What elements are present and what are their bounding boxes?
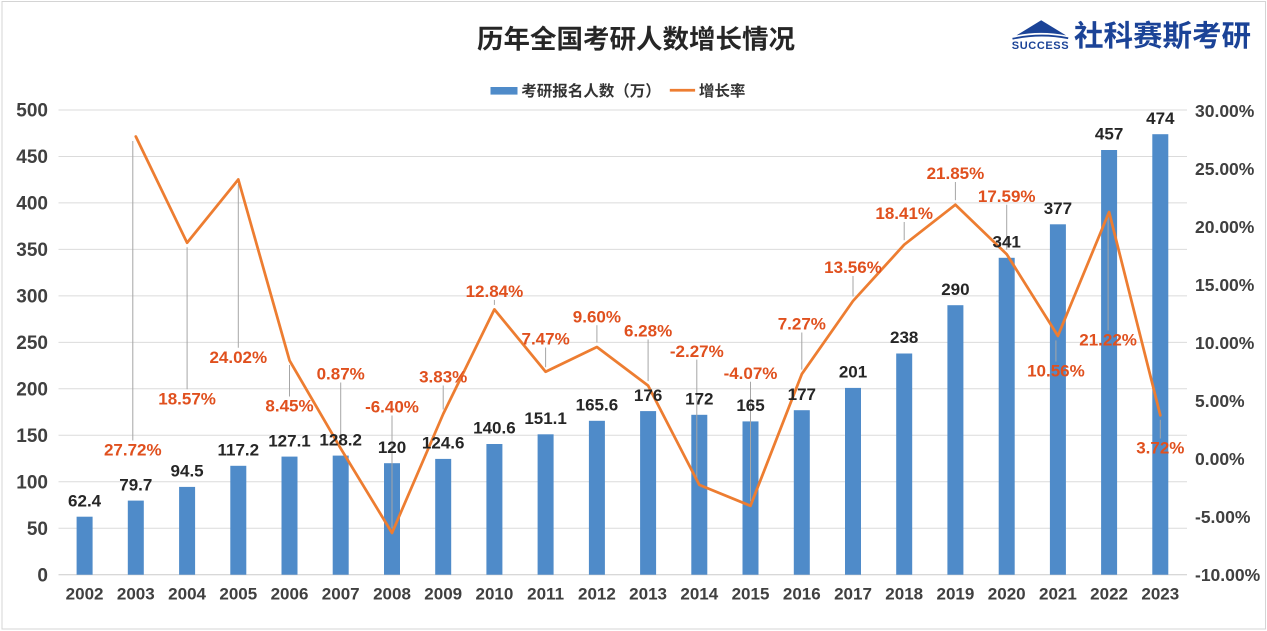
svg-text:150: 150 (16, 426, 48, 447)
svg-text:176: 176 (634, 386, 662, 405)
svg-text:2022: 2022 (1090, 585, 1128, 604)
svg-text:2019: 2019 (936, 585, 974, 604)
svg-text:128.2: 128.2 (319, 430, 362, 449)
svg-text:2017: 2017 (834, 585, 872, 604)
svg-text:2013: 2013 (629, 585, 667, 604)
svg-text:300: 300 (16, 287, 48, 308)
svg-text:177: 177 (788, 385, 816, 404)
svg-text:2014: 2014 (680, 585, 718, 604)
svg-text:140.6: 140.6 (473, 419, 516, 438)
svg-text:2007: 2007 (322, 585, 360, 604)
svg-text:100: 100 (16, 473, 48, 494)
svg-text:2020: 2020 (988, 585, 1026, 604)
svg-text:2003: 2003 (117, 585, 155, 604)
svg-text:474: 474 (1146, 109, 1175, 128)
svg-text:151.1: 151.1 (524, 409, 567, 428)
svg-text:79.7: 79.7 (119, 475, 152, 494)
svg-text:238: 238 (890, 328, 918, 347)
svg-text:0: 0 (37, 565, 48, 586)
svg-text:6.28%: 6.28% (624, 322, 672, 341)
svg-text:0.87%: 0.87% (317, 365, 365, 384)
svg-text:165: 165 (736, 396, 764, 415)
svg-text:172: 172 (685, 390, 713, 409)
svg-text:62.4: 62.4 (68, 491, 102, 510)
svg-text:17.59%: 17.59% (978, 187, 1036, 206)
svg-text:2004: 2004 (168, 585, 206, 604)
svg-text:50: 50 (27, 519, 48, 540)
svg-text:124.6: 124.6 (422, 434, 465, 453)
svg-text:25.00%: 25.00% (1195, 159, 1255, 179)
svg-text:165.6: 165.6 (576, 396, 619, 415)
svg-text:18.41%: 18.41% (875, 204, 933, 223)
svg-text:15.00%: 15.00% (1195, 275, 1255, 295)
svg-text:201: 201 (839, 363, 867, 382)
svg-text:21.85%: 21.85% (927, 164, 985, 183)
svg-text:3.72%: 3.72% (1136, 439, 1184, 458)
svg-text:2010: 2010 (475, 585, 513, 604)
svg-text:12.84%: 12.84% (466, 282, 524, 301)
svg-text:400: 400 (16, 194, 48, 215)
svg-text:30.00%: 30.00% (1195, 101, 1255, 121)
svg-text:2006: 2006 (271, 585, 309, 604)
svg-text:2009: 2009 (424, 585, 462, 604)
svg-text:-6.40%: -6.40% (365, 398, 419, 417)
svg-text:2005: 2005 (219, 585, 257, 604)
svg-text:2011: 2011 (527, 585, 564, 604)
svg-text:200: 200 (16, 380, 48, 401)
svg-text:377: 377 (1044, 199, 1072, 218)
svg-text:21.22%: 21.22% (1079, 331, 1137, 350)
svg-text:117.2: 117.2 (217, 441, 259, 460)
svg-text:290: 290 (941, 280, 969, 299)
svg-text:18.57%: 18.57% (158, 389, 216, 408)
svg-text:2023: 2023 (1141, 585, 1179, 604)
svg-text:24.02%: 24.02% (209, 348, 267, 367)
svg-text:500: 500 (16, 101, 48, 122)
svg-text:127.1: 127.1 (268, 431, 311, 450)
svg-text:7.27%: 7.27% (778, 315, 826, 334)
svg-text:SUCCESS: SUCCESS (1012, 40, 1069, 52)
svg-text:120: 120 (378, 438, 406, 457)
svg-text:2002: 2002 (66, 585, 104, 604)
svg-text:450: 450 (16, 147, 48, 168)
svg-text:2018: 2018 (885, 585, 923, 604)
svg-text:2021: 2021 (1039, 585, 1077, 604)
svg-text:3.83%: 3.83% (419, 368, 467, 387)
svg-text:350: 350 (16, 240, 48, 261)
svg-text:2016: 2016 (783, 585, 821, 604)
svg-text:94.5: 94.5 (171, 462, 204, 481)
svg-text:5.00%: 5.00% (1195, 391, 1245, 411)
svg-text:9.60%: 9.60% (573, 307, 621, 326)
svg-text:2015: 2015 (732, 585, 770, 604)
svg-text:341: 341 (993, 233, 1021, 252)
svg-text:-5.00%: -5.00% (1195, 507, 1251, 527)
svg-text:20.00%: 20.00% (1195, 217, 1255, 237)
svg-text:10.00%: 10.00% (1195, 333, 1255, 353)
svg-text:27.72%: 27.72% (104, 441, 162, 460)
svg-text:8.45%: 8.45% (265, 397, 313, 416)
svg-text:2008: 2008 (373, 585, 411, 604)
svg-text:2012: 2012 (578, 585, 616, 604)
svg-text:457: 457 (1095, 125, 1123, 144)
svg-text:13.56%: 13.56% (824, 258, 882, 277)
svg-text:7.47%: 7.47% (521, 330, 569, 349)
svg-text:-4.07%: -4.07% (724, 364, 778, 383)
svg-text:-2.27%: -2.27% (670, 342, 724, 361)
svg-text:10.56%: 10.56% (1027, 362, 1085, 381)
svg-text:-10.00%: -10.00% (1195, 565, 1261, 585)
svg-text:0.00%: 0.00% (1195, 449, 1245, 469)
svg-text:250: 250 (16, 333, 48, 354)
